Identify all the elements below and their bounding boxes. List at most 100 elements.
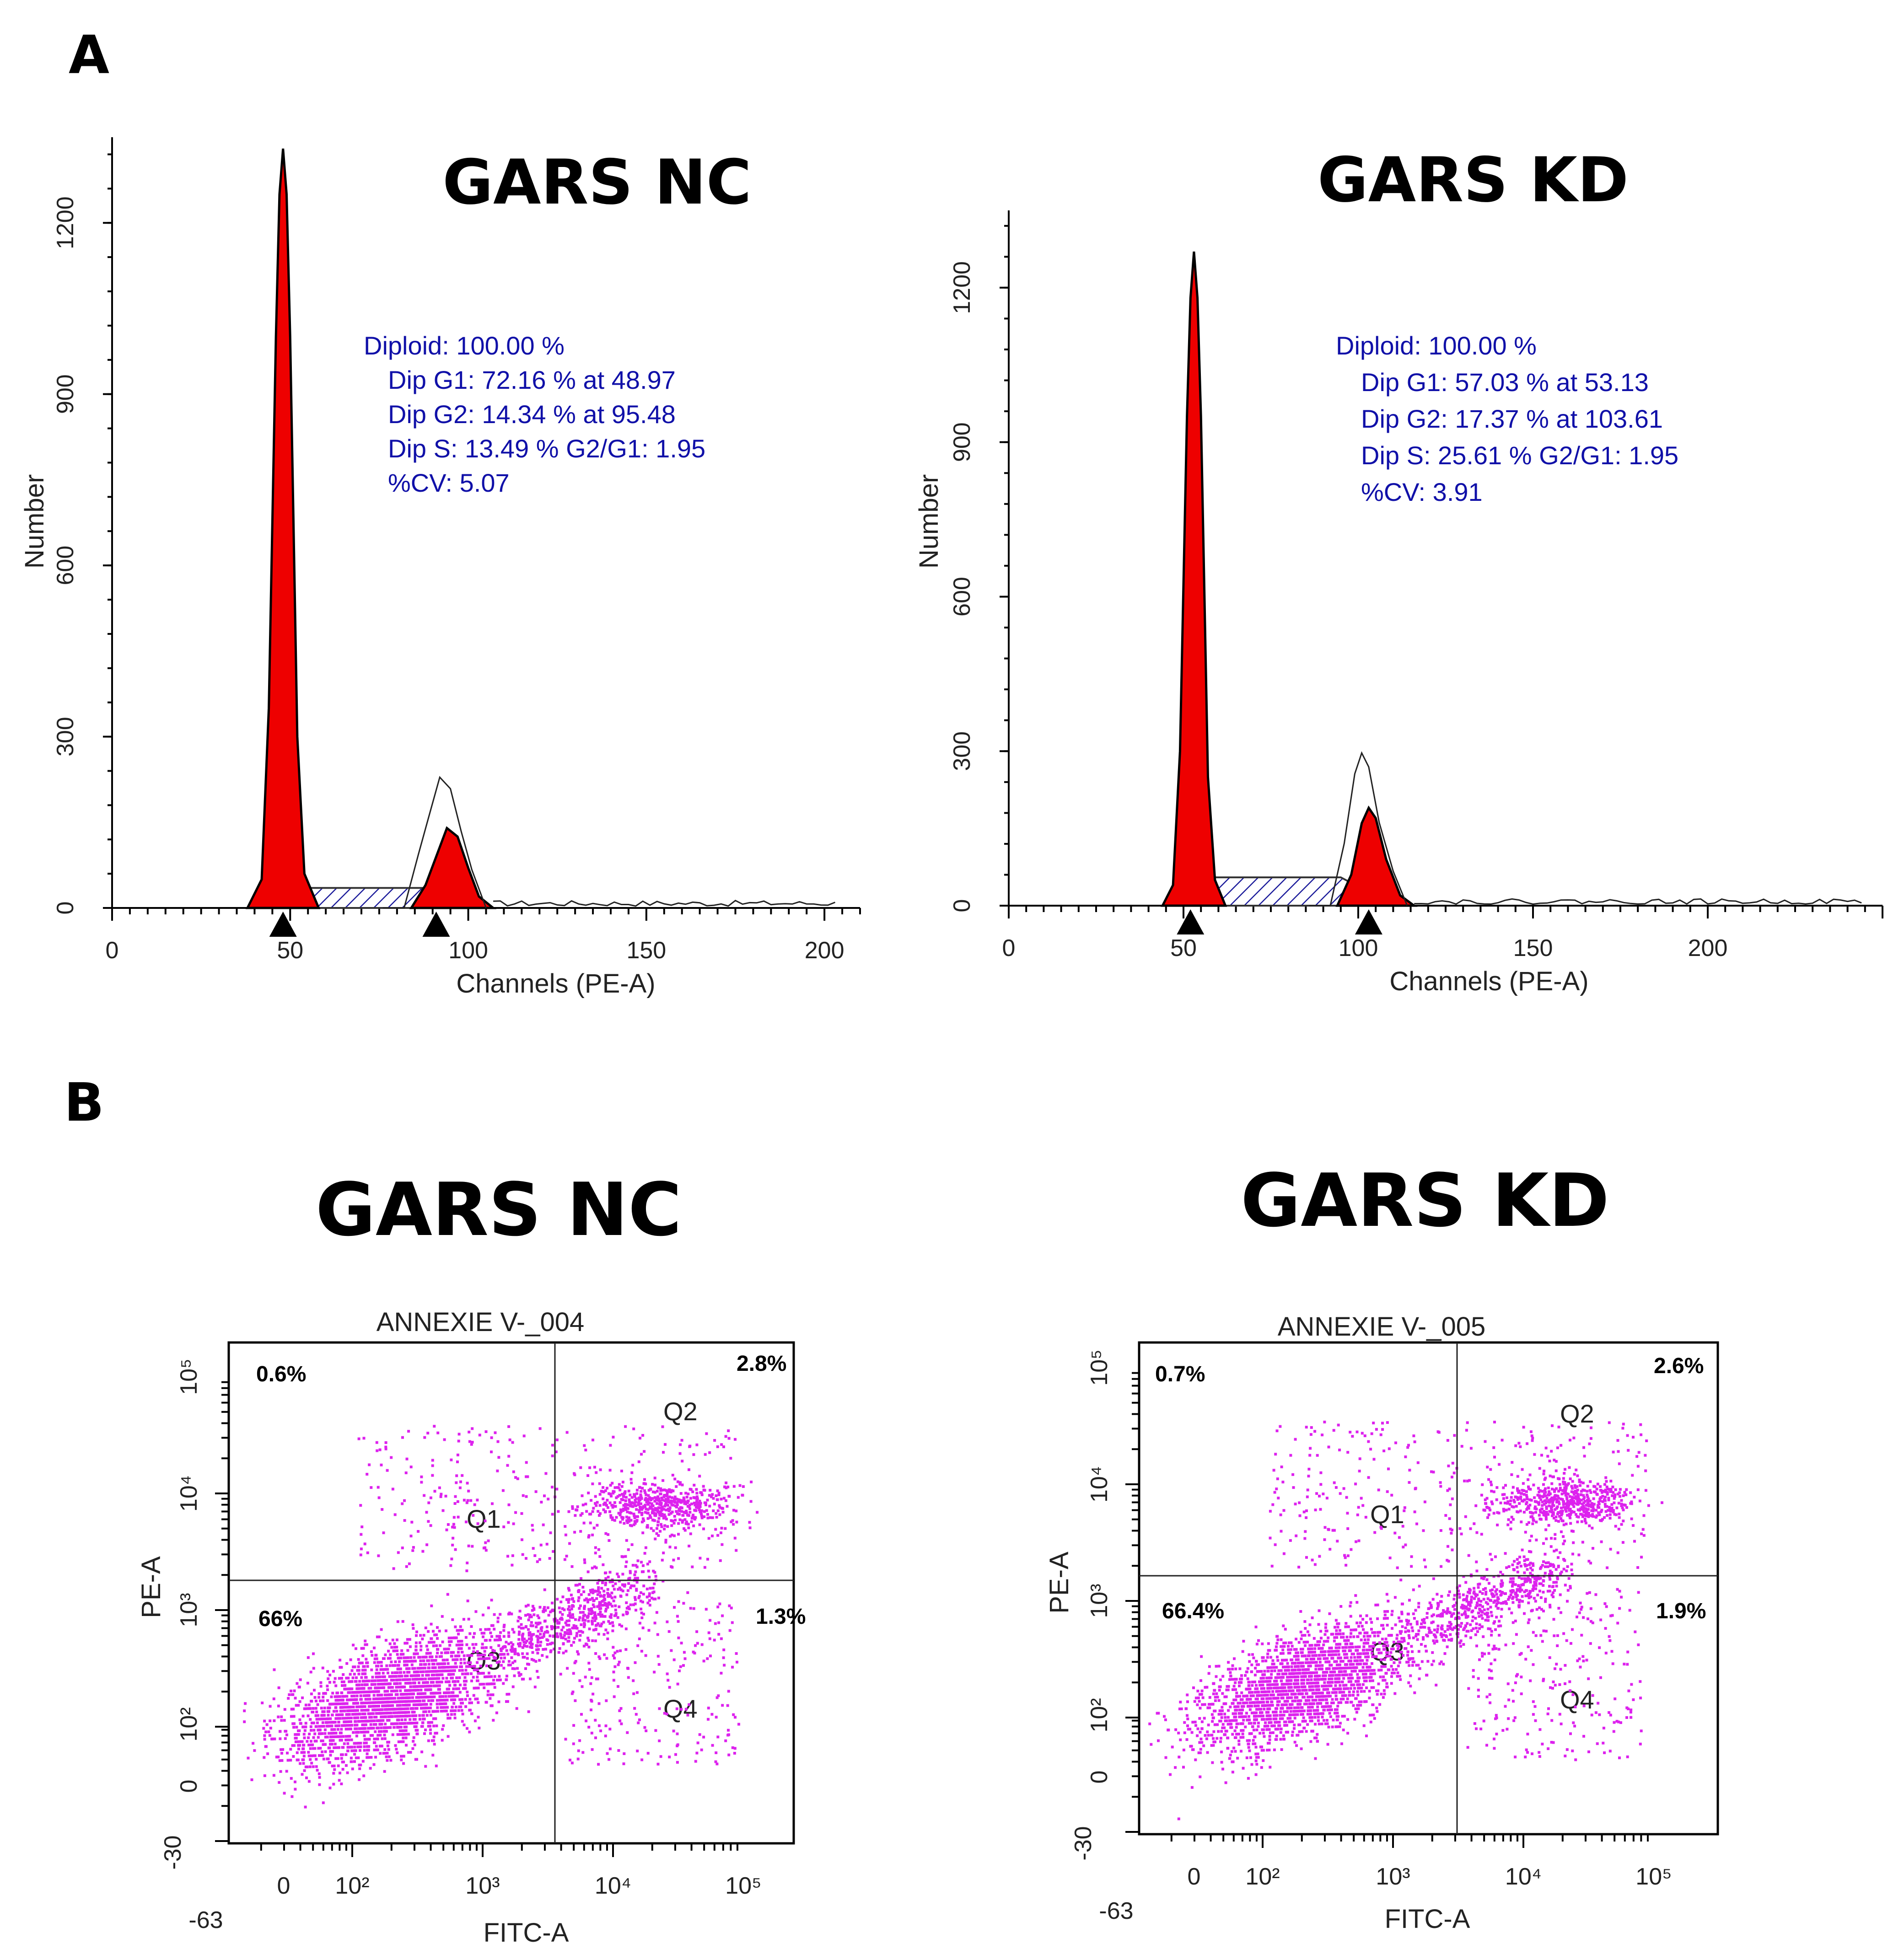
event-dot bbox=[431, 1691, 435, 1695]
event-dot bbox=[720, 1498, 723, 1501]
event-dot bbox=[446, 1687, 449, 1691]
y-tick-label: 900 bbox=[52, 374, 79, 414]
event-dot bbox=[599, 1595, 602, 1598]
event-dot bbox=[645, 1508, 648, 1511]
event-dot bbox=[487, 1690, 489, 1693]
event-dot bbox=[702, 1735, 705, 1739]
event-dot bbox=[309, 1670, 312, 1674]
event-dot bbox=[629, 1503, 632, 1506]
event-dot bbox=[414, 1674, 417, 1677]
event-dot bbox=[716, 1489, 719, 1493]
event-dot bbox=[707, 1707, 710, 1710]
event-dot bbox=[709, 1516, 712, 1519]
event-dot bbox=[430, 1739, 434, 1742]
event-dot bbox=[1418, 1667, 1421, 1670]
event-dot bbox=[397, 1667, 400, 1670]
event-dot bbox=[387, 1649, 390, 1653]
event-dot bbox=[384, 1712, 387, 1715]
event-dot bbox=[591, 1621, 594, 1624]
event-dot bbox=[424, 1681, 427, 1684]
event-dot bbox=[664, 1498, 667, 1501]
event-dot bbox=[387, 1755, 391, 1758]
event-dot bbox=[424, 1765, 427, 1768]
event-dot bbox=[609, 1493, 612, 1496]
event-dot bbox=[496, 1440, 500, 1443]
event-dot bbox=[463, 1723, 466, 1727]
event-dot bbox=[629, 1570, 632, 1573]
event-dot bbox=[438, 1691, 441, 1695]
event-dot bbox=[667, 1513, 671, 1516]
y-tick-label: 300 bbox=[949, 731, 975, 771]
event-dot bbox=[455, 1643, 458, 1647]
event-dot bbox=[1211, 1720, 1214, 1723]
event-dot bbox=[422, 1699, 425, 1702]
event-dot bbox=[418, 1641, 421, 1644]
event-dot bbox=[1272, 1666, 1275, 1669]
event-dot bbox=[613, 1588, 616, 1591]
event-dot bbox=[386, 1704, 389, 1707]
event-dot bbox=[442, 1666, 445, 1669]
event-dot bbox=[441, 1615, 444, 1618]
event-dot bbox=[640, 1506, 643, 1509]
event-dot bbox=[530, 1658, 533, 1661]
event-dot bbox=[577, 1749, 580, 1752]
event-dot bbox=[634, 1501, 637, 1503]
event-dot bbox=[663, 1513, 666, 1516]
event-dot bbox=[375, 1716, 378, 1718]
event-dot bbox=[545, 1542, 549, 1546]
event-dot bbox=[322, 1743, 325, 1746]
event-dot bbox=[699, 1503, 702, 1506]
event-dot bbox=[443, 1662, 446, 1665]
event-dot bbox=[530, 1624, 533, 1627]
event-dot bbox=[683, 1498, 686, 1501]
event-dot bbox=[316, 1721, 319, 1724]
event-dot bbox=[296, 1733, 299, 1736]
event-dot bbox=[358, 1778, 361, 1781]
event-dot bbox=[471, 1545, 474, 1548]
event-dot bbox=[295, 1704, 298, 1707]
event-dot bbox=[347, 1676, 350, 1680]
event-dot bbox=[616, 1573, 619, 1576]
event-dot bbox=[485, 1682, 489, 1686]
event-dot bbox=[700, 1493, 704, 1496]
event-dot bbox=[297, 1733, 300, 1736]
event-dot bbox=[680, 1708, 683, 1711]
event-dot bbox=[680, 1439, 683, 1442]
event-dot bbox=[376, 1690, 379, 1693]
event-dot bbox=[617, 1663, 620, 1666]
event-dot bbox=[612, 1600, 615, 1602]
event-dot bbox=[683, 1651, 686, 1654]
event-dot bbox=[1238, 1715, 1241, 1718]
event-dot bbox=[682, 1496, 685, 1499]
quadrant-q4-percent: 1.3% bbox=[756, 1605, 806, 1629]
event-dot bbox=[583, 1561, 586, 1564]
event-dot bbox=[329, 1717, 332, 1720]
event-dot bbox=[419, 1670, 422, 1673]
event-dot bbox=[1321, 1647, 1324, 1650]
event-dot bbox=[633, 1584, 636, 1588]
event-dot bbox=[376, 1449, 379, 1452]
event-dot bbox=[313, 1696, 317, 1699]
event-dot bbox=[361, 1716, 365, 1719]
event-dot bbox=[606, 1487, 608, 1490]
event-dot bbox=[450, 1713, 453, 1716]
event-dot bbox=[608, 1758, 611, 1761]
event-dot bbox=[307, 1754, 311, 1757]
event-dot bbox=[604, 1610, 607, 1613]
event-dot bbox=[1284, 1669, 1287, 1672]
event-dot bbox=[474, 1697, 477, 1701]
event-dot bbox=[1270, 1724, 1273, 1728]
quadrant-q3-percent: 66% bbox=[258, 1607, 302, 1631]
stat-line-s: Dip S: 13.49 % G2/G1: 1.95 bbox=[388, 434, 705, 463]
event-dot bbox=[467, 1665, 470, 1668]
event-dot bbox=[571, 1505, 574, 1508]
event-dot bbox=[367, 1686, 371, 1690]
event-dot bbox=[656, 1495, 660, 1498]
event-dot bbox=[538, 1636, 542, 1639]
event-dot bbox=[693, 1518, 696, 1521]
event-dot bbox=[625, 1560, 628, 1563]
event-dot bbox=[1348, 1694, 1351, 1697]
event-dot bbox=[386, 1726, 389, 1729]
event-dot bbox=[365, 1676, 368, 1679]
event-dot bbox=[567, 1624, 570, 1627]
